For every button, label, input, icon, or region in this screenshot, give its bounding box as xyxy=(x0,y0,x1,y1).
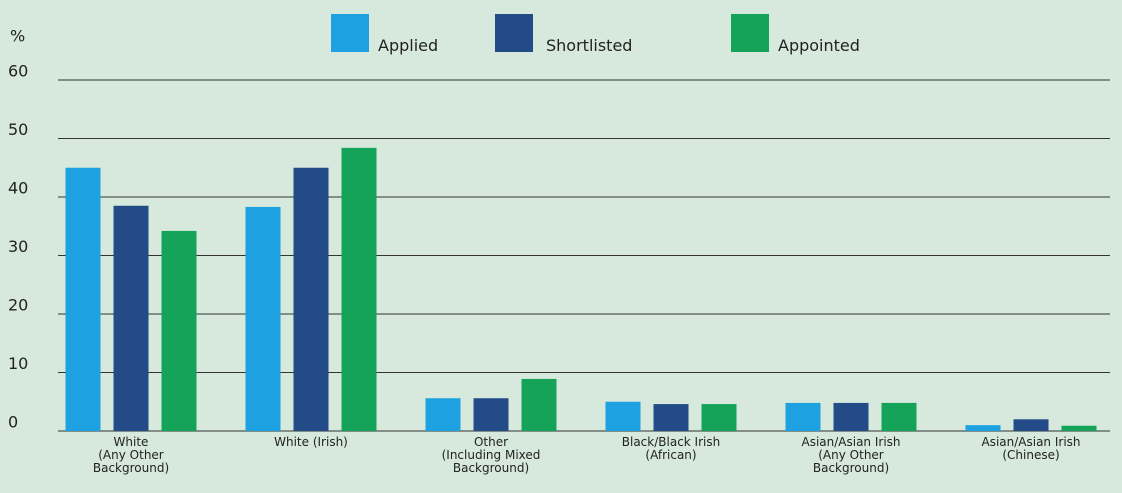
bar xyxy=(605,401,641,431)
y-axis-label: % xyxy=(10,27,25,46)
legend-label: Shortlisted xyxy=(546,36,632,55)
bar xyxy=(293,167,329,431)
y-tick-label: 60 xyxy=(8,62,28,81)
x-tick-label: Other (Including Mixed Background) xyxy=(442,435,541,475)
legend-swatch xyxy=(331,14,369,52)
x-tick-label: Black/Black Irish (African) xyxy=(622,435,720,462)
bar xyxy=(161,230,197,431)
bar xyxy=(653,404,689,431)
legend-swatch xyxy=(731,14,769,52)
y-tick-label: 20 xyxy=(8,296,28,315)
bar xyxy=(785,402,821,431)
y-tick-label: 50 xyxy=(8,120,28,139)
x-tick-label: Asian/Asian Irish (Chinese) xyxy=(981,435,1080,462)
bar xyxy=(425,398,461,431)
bar xyxy=(701,404,737,431)
bar xyxy=(1013,419,1049,431)
bar xyxy=(1061,425,1097,431)
legend-label: Appointed xyxy=(778,36,860,55)
bar xyxy=(965,425,1001,431)
bar xyxy=(833,402,869,431)
bar xyxy=(341,147,377,432)
bar xyxy=(65,167,101,431)
x-tick-label: Asian/Asian Irish (Any Other Background) xyxy=(801,435,900,475)
y-tick-label: 10 xyxy=(8,354,28,373)
bar xyxy=(113,205,149,431)
bar xyxy=(245,206,281,431)
x-tick-label: White (Any Other Background) xyxy=(93,435,169,475)
legend-label: Applied xyxy=(378,36,438,55)
y-tick-label: 0 xyxy=(8,413,18,432)
y-tick-label: 30 xyxy=(8,237,28,256)
bar xyxy=(521,378,557,431)
bar xyxy=(473,398,509,431)
bar xyxy=(881,402,917,431)
y-tick-label: 40 xyxy=(8,179,28,198)
x-tick-label: White (Irish) xyxy=(274,435,348,449)
legend-swatch xyxy=(495,14,533,52)
